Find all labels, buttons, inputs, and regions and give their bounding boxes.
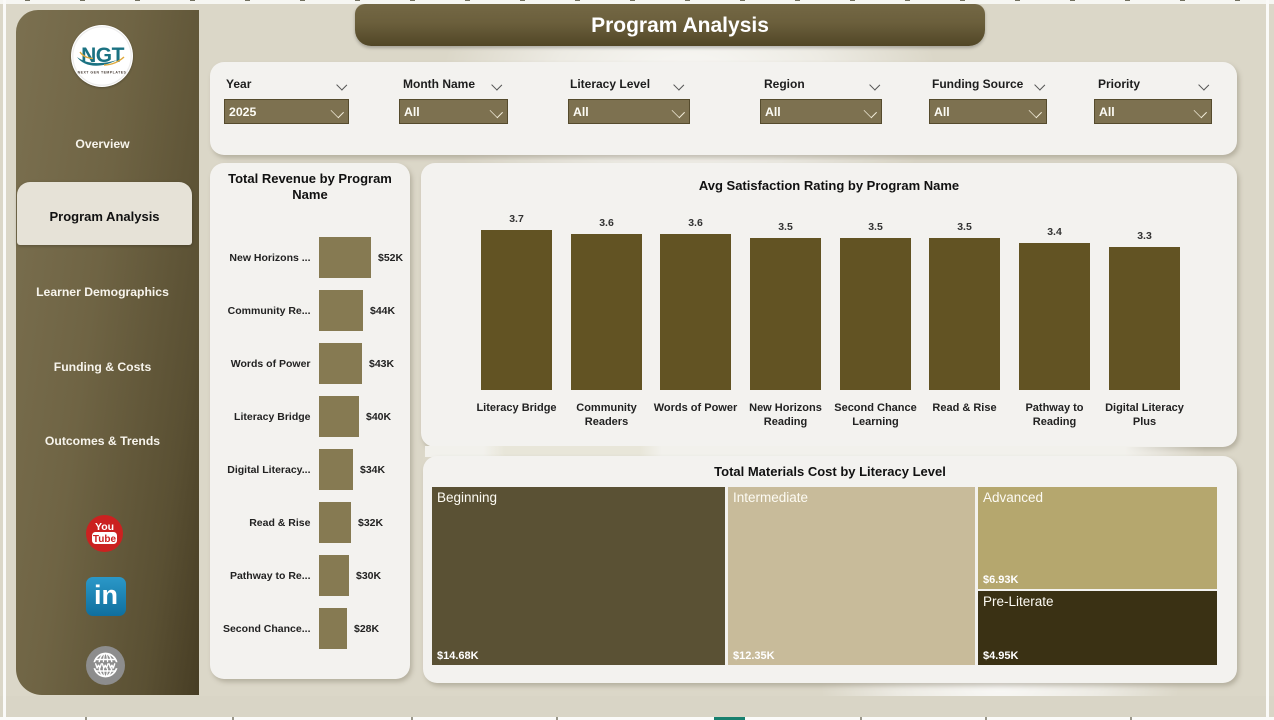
svg-text:NEXT GEN TEMPLATES: NEXT GEN TEMPLATES: [78, 71, 127, 75]
svg-text:Tube: Tube: [93, 534, 117, 545]
svg-text:You: You: [95, 521, 114, 533]
